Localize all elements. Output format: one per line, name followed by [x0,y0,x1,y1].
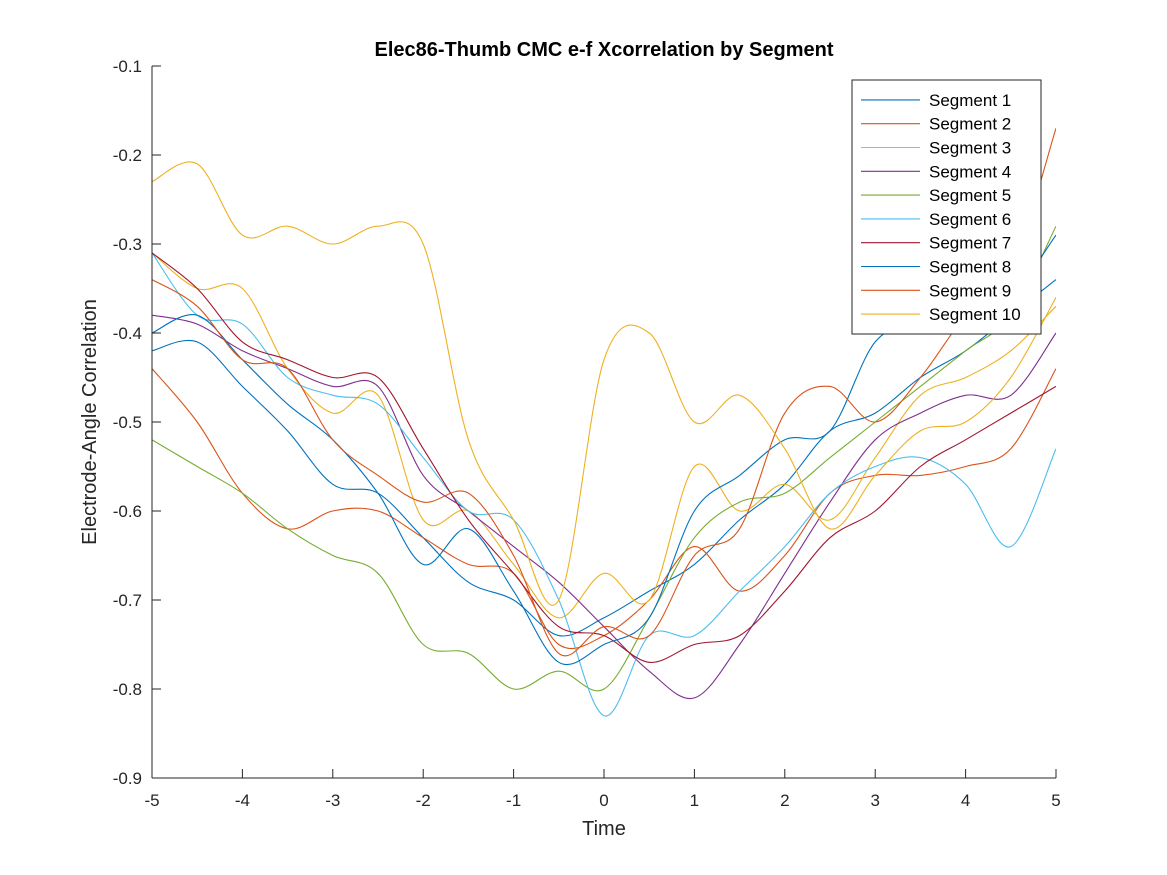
series-line-segment-1 [152,279,1056,637]
legend-label: Segment 7 [929,234,1011,253]
x-tick-label: -2 [416,791,431,810]
series-line-segment-4 [152,314,1056,700]
y-tick-label: -0.5 [113,413,142,432]
y-tick-label: -0.9 [113,769,142,788]
x-tick-label: 5 [1051,791,1060,810]
legend-entry-segment-1: Segment 1 [861,91,1011,110]
series-line-segment-5 [152,225,1056,692]
legend-items: Segment 1 Segment 2 Segment 3 Segment 4 Segm… [861,91,1021,324]
legend-entry-segment-9: Segment 9 [861,281,1011,300]
x-axis-title: Time [582,818,626,840]
x-tick-label: 0 [599,791,608,810]
legend: Segment 1 Segment 2 Segment 3 Segment 4 Segm… [851,79,1042,335]
x-tick-label: -1 [506,791,521,810]
y-tick-label: -0.2 [113,146,142,165]
x-tick-label: 1 [690,791,699,810]
legend-label: Segment 3 [929,139,1011,158]
legend-label: Segment 4 [929,162,1011,181]
x-tick-label: 2 [780,791,789,810]
legend-label: Segment 1 [929,91,1011,110]
x-tick-label: -3 [325,791,340,810]
legend-entry-segment-4: Segment 4 [861,162,1011,181]
y-tick-label: -0.1 [113,57,142,76]
legend-entry-segment-10: Segment 10 [861,305,1021,324]
y-tick-label: -0.4 [113,324,142,343]
ticks-layer: -5 -4 -3 -2 -1 0 1 2 3 4 5 -0.9 -0.8 -0.7 -0.6 -0.5 -0.4… [113,57,1061,810]
x-tick-label: -4 [235,791,250,810]
legend-entry-segment-3: Segment 3 [861,139,1011,158]
series-line-segment-7 [152,252,1056,663]
x-tick-label: 4 [961,791,970,810]
series-line-segment-9 [152,128,1056,657]
series-line-segment-3 [152,252,1056,619]
legend-entry-segment-6: Segment 6 [861,210,1011,229]
legend-label: Segment 2 [929,115,1011,134]
y-tick-label: -0.6 [113,502,142,521]
x-tick-label: 3 [870,791,879,810]
y-axis-title: Electrode-Angle Correlation [79,299,101,545]
legend-entry-segment-5: Segment 5 [861,186,1011,205]
y-tick-label: -0.3 [113,235,142,254]
x-tick-label: -5 [144,791,159,810]
legend-label: Segment 10 [929,305,1021,324]
series-line-segment-6 [152,252,1056,717]
legend-label: Segment 9 [929,281,1011,300]
legend-entry-segment-7: Segment 7 [861,234,1011,253]
legend-entry-segment-2: Segment 2 [861,115,1011,134]
legend-box [851,79,1042,335]
chart-title: Elec86-Thumb CMC e-f Xcorrelation by Seg… [375,39,834,61]
y-tick-label: -0.8 [113,680,142,699]
legend-label: Segment 6 [929,210,1011,229]
series-line-segment-10 [152,161,1056,606]
legend-label: Segment 8 [929,258,1011,277]
legend-label: Segment 5 [929,186,1011,205]
y-tick-label: -0.7 [113,591,142,610]
legend-entry-segment-8: Segment 8 [861,258,1011,277]
